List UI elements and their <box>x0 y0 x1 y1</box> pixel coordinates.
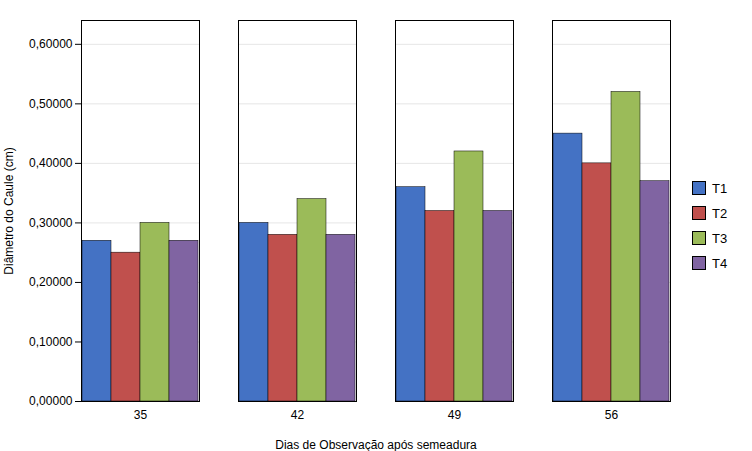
svg-text:0,20000: 0,20000 <box>29 275 73 289</box>
svg-text:42: 42 <box>291 408 305 422</box>
svg-text:49: 49 <box>448 408 462 422</box>
html-text:T1: T1 <box>712 180 728 196</box>
svg-text:0,50000: 0,50000 <box>29 97 73 111</box>
svg-text:Dias de Observação após semead: Dias de Observação após semeadura <box>275 438 477 451</box>
svg-text:Diâmetro do Caule (cm): Diâmetro do Caule (cm) <box>2 147 16 274</box>
html-text:T4: T4 <box>712 255 728 271</box>
svg-text:0,60000: 0,60000 <box>29 37 73 51</box>
html-text:T3: T3 <box>712 230 728 246</box>
svg-text:0,00000: 0,00000 <box>29 394 73 408</box>
svg-text:0,10000: 0,10000 <box>29 335 73 349</box>
svg-text:0,40000: 0,40000 <box>29 156 73 170</box>
svg-text:0,30000: 0,30000 <box>29 216 73 230</box>
html-text:T2: T2 <box>712 205 728 221</box>
svg-text:56: 56 <box>605 408 619 422</box>
svg-text:35: 35 <box>134 408 148 422</box>
